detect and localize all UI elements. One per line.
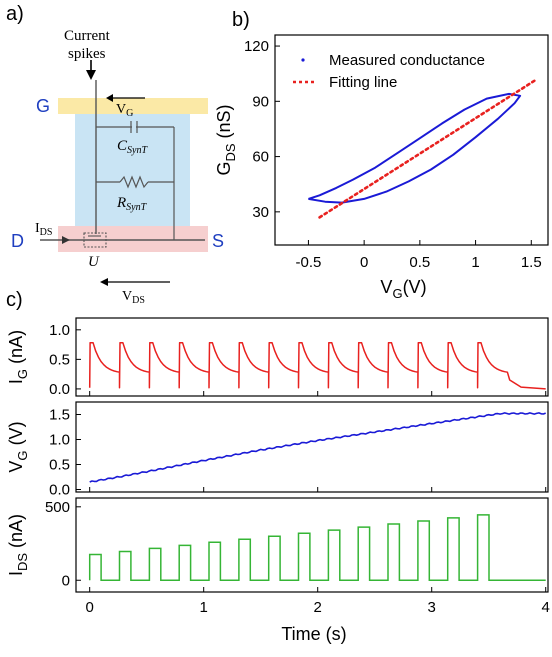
capacitor-symbol	[130, 121, 138, 133]
channel-band	[75, 114, 190, 226]
conductance-chart: -0.5 0 0.5 1 1.5 30 60 90 120 VG(V) GDS (nS) Measur…	[214, 34, 549, 301]
x-tick-label: -0.5	[295, 254, 321, 271]
vg-frame	[75, 401, 549, 493]
legend-marker-measured	[301, 58, 305, 62]
ids-arrow-head	[62, 236, 70, 244]
ids-frame	[75, 497, 549, 593]
x-tick-label: 3	[428, 599, 436, 616]
node-d-label: D	[11, 231, 24, 251]
transistor-body	[83, 232, 107, 248]
x-tick-label: 0.5	[409, 254, 430, 271]
panel-a-label: a)	[6, 3, 24, 25]
u-label: U	[88, 254, 100, 270]
x-tick-label: 1	[471, 254, 479, 271]
drain-band	[58, 226, 208, 252]
ids-label: IDS	[35, 221, 52, 238]
y-tick-label: 120	[244, 38, 269, 55]
legend-label-fit: Fitting line	[329, 74, 397, 91]
resistor-symbol	[119, 175, 149, 189]
y-tick-label: 1.0	[49, 432, 70, 449]
series-fitting-line	[318, 77, 539, 219]
ids-y-axis-label: IDS (nA)	[6, 514, 30, 576]
resistor-label: RSynT	[116, 195, 148, 213]
ig-y-axis-label: IG (nA)	[6, 330, 30, 384]
vds-arrow-head	[100, 278, 108, 286]
y-tick-label: 0.0	[49, 482, 70, 499]
x-tick-label: 0	[360, 254, 368, 271]
y-tick-label: 500	[45, 499, 70, 516]
series-ids	[88, 514, 546, 582]
x-tick-label: 2	[314, 599, 322, 616]
x-tick-label: 1	[200, 599, 208, 616]
y-tick-label: 30	[252, 204, 269, 221]
panel-b-label: b)	[232, 9, 250, 31]
ids-chart: 0 500 IDS (nA) 0 1 2 3 4 Time (s)	[6, 497, 550, 644]
y-tick-label: 1.5	[49, 407, 70, 424]
x-axis-label: Time (s)	[281, 624, 346, 644]
series-measured-conductance	[308, 92, 522, 204]
y-tick-label: 60	[252, 149, 269, 166]
y-axis-label: GDS (nS)	[214, 104, 238, 175]
vg-arrow-head	[106, 94, 113, 102]
y-tick-label: 1.0	[49, 322, 70, 339]
y-tick-label: 0.5	[49, 457, 70, 474]
vds-label: VDS	[122, 289, 145, 306]
node-s-label: S	[212, 231, 224, 251]
panel-c-label: c)	[6, 289, 23, 311]
circuit-diagram: Current spikes VG G CSynT RSynT IDS D S …	[11, 28, 224, 306]
ig-chart: 0.0 0.5 1.0 IG (nA)	[6, 317, 549, 398]
y-tick-label: 90	[252, 93, 269, 110]
legend-label-measured: Measured conductance	[329, 52, 485, 69]
current-spikes-label-line1: Current	[64, 28, 111, 44]
x-tick-label: 0	[86, 599, 94, 616]
vg-y-axis-label: VG (V)	[6, 421, 30, 472]
y-tick-label: 0.5	[49, 351, 70, 368]
vg-chart: 0.0 0.5 1.0 1.5 VG (V)	[6, 401, 549, 499]
plot-frame	[274, 34, 549, 246]
series-ig	[88, 342, 546, 390]
x-axis-label: VG(V)	[380, 277, 426, 301]
series-vg	[89, 412, 546, 483]
x-tick-label: 4	[542, 599, 550, 616]
node-g-label: G	[36, 96, 50, 116]
ig-frame	[75, 317, 549, 397]
y-tick-label: 0.0	[49, 381, 70, 398]
x-tick-label: 1.5	[521, 254, 542, 271]
y-tick-label: 0	[62, 572, 70, 589]
current-spikes-label-line2: spikes	[68, 46, 106, 62]
capacitor-label: CSynT	[117, 138, 148, 156]
spike-arrow-head	[86, 70, 96, 80]
vg-label: VG	[116, 102, 133, 119]
